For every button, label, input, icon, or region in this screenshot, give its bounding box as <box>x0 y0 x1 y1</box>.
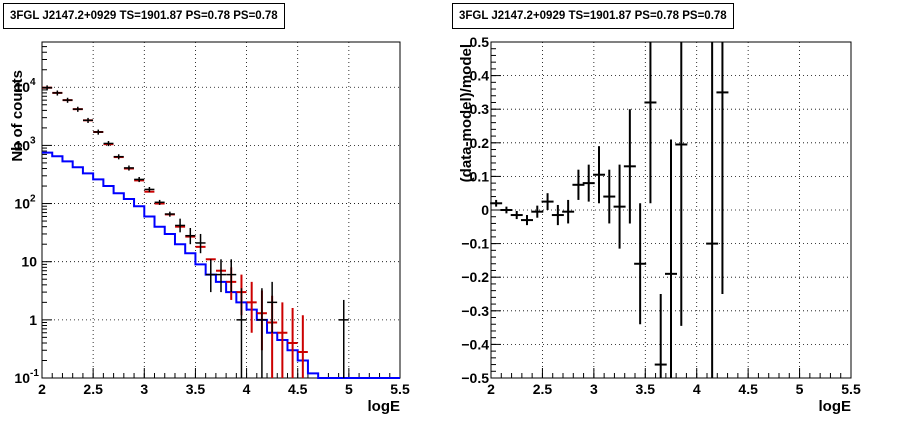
y-tick-label: 10 <box>14 137 30 153</box>
y-tick-label: −0.1 <box>461 236 489 252</box>
chart-title: 3FGL J2147.2+0929 TS=1901.87 PS=0.78 PS=… <box>452 3 734 29</box>
y-tick-exponent: 2 <box>30 194 36 205</box>
residual-point <box>613 164 626 249</box>
residual-point <box>706 42 719 378</box>
black-data-point <box>195 233 206 254</box>
chart-title: 3FGL J2147.2+0929 TS=1901.87 PS=0.78 PS=… <box>3 3 285 29</box>
black-data-point <box>164 211 175 217</box>
x-tick-label: 5.5 <box>390 381 410 397</box>
x-tick-label: 2.5 <box>533 381 553 397</box>
residual-point <box>500 206 513 214</box>
y-tick-label: 0.1 <box>470 168 490 184</box>
x-tick-label: 4 <box>243 381 251 397</box>
x-tick-label: 4.5 <box>738 381 758 397</box>
red-data-point <box>277 302 288 378</box>
black-data-point <box>134 177 145 183</box>
black-data-point <box>93 129 104 135</box>
y-tick-exponent: 4 <box>30 77 36 88</box>
red-data-point <box>287 307 298 378</box>
residual-point <box>634 203 647 325</box>
residual-point <box>654 294 667 378</box>
residual-point <box>521 215 533 226</box>
black-data-point <box>52 90 63 96</box>
x-tick-label: 2 <box>38 381 46 397</box>
black-data-point <box>103 141 114 147</box>
x-tick-label: 5 <box>345 381 353 397</box>
x-tick-label: 3 <box>140 381 148 397</box>
black-data-point <box>216 259 226 293</box>
y-tick-label: 10 <box>21 254 37 270</box>
black-data-point <box>175 218 186 233</box>
black-data-point <box>42 85 53 91</box>
y-tick-label: −0.2 <box>461 269 489 285</box>
black-data-point <box>338 299 349 378</box>
y-axis-label: Nb of counts <box>9 70 26 162</box>
y-tick-label: 0 <box>481 202 489 218</box>
y-tick-label: 10 <box>14 79 30 95</box>
y-tick-label: −0.4 <box>461 336 489 352</box>
y-tick-label: 0.4 <box>470 68 490 84</box>
residual-point <box>665 139 677 378</box>
residual-point <box>593 146 605 204</box>
model-step-series <box>42 151 400 379</box>
residual-point <box>510 211 523 220</box>
y-tick-exponent: -1 <box>30 368 39 379</box>
black-data-point <box>144 187 155 193</box>
residuals-panel: 3FGL J2147.2+0929 TS=1901.87 PS=0.78 PS=… <box>449 0 898 421</box>
residual-point <box>562 199 575 224</box>
red-data-point <box>246 281 257 333</box>
y-tick-exponent: 3 <box>30 135 36 146</box>
y-tick-label: −0.3 <box>461 303 489 319</box>
residual-point <box>644 42 657 204</box>
y-tick-label: 0.2 <box>470 135 490 151</box>
x-tick-label: 4 <box>693 381 701 397</box>
black-data-point <box>123 165 134 171</box>
black-data-point <box>62 97 73 103</box>
y-tick-label: 10 <box>14 370 30 386</box>
residual-point <box>551 204 564 226</box>
y-tick-label: 10 <box>14 196 30 212</box>
residual-point <box>582 164 595 202</box>
x-axis-label: logE <box>368 398 401 415</box>
residual-point <box>490 199 503 207</box>
x-tick-label: 2 <box>487 381 495 397</box>
residual-point <box>603 169 616 224</box>
y-tick-label: 0.5 <box>470 34 490 50</box>
black-data-point <box>267 281 278 333</box>
x-axis-label: logE <box>819 398 852 415</box>
x-tick-label: 3 <box>590 381 598 397</box>
black-data-point <box>83 117 94 123</box>
black-data-point <box>113 154 124 160</box>
x-tick-label: 5.5 <box>841 381 861 397</box>
black-data-point <box>154 199 165 205</box>
plot-frame <box>41 41 401 379</box>
y-tick-label: −0.5 <box>461 370 489 386</box>
residual-point <box>541 193 554 210</box>
red-data-point <box>297 315 308 378</box>
y-tick-label: 0.3 <box>470 101 490 117</box>
residual-point <box>716 42 729 294</box>
residual-point <box>531 205 544 218</box>
residual-point <box>572 169 585 200</box>
black-data-point <box>256 288 267 378</box>
black-data-point <box>205 259 216 293</box>
black-data-point <box>236 288 247 378</box>
x-tick-label: 2.5 <box>83 381 103 397</box>
counts-panel: 3FGL J2147.2+0929 TS=1901.87 PS=0.78 PS=… <box>3 3 410 415</box>
y-tick-label: 1 <box>29 312 37 328</box>
y-axis-label: (data-model)/model <box>458 44 475 182</box>
x-tick-label: 3.5 <box>636 381 656 397</box>
black-data-point <box>226 259 237 293</box>
black-data-point <box>72 106 83 112</box>
residual-point <box>675 42 688 326</box>
x-tick-label: 5 <box>796 381 804 397</box>
residual-point <box>623 109 636 224</box>
x-tick-label: 3.5 <box>186 381 206 397</box>
black-data-point <box>185 227 196 245</box>
x-tick-label: 4.5 <box>288 381 308 397</box>
